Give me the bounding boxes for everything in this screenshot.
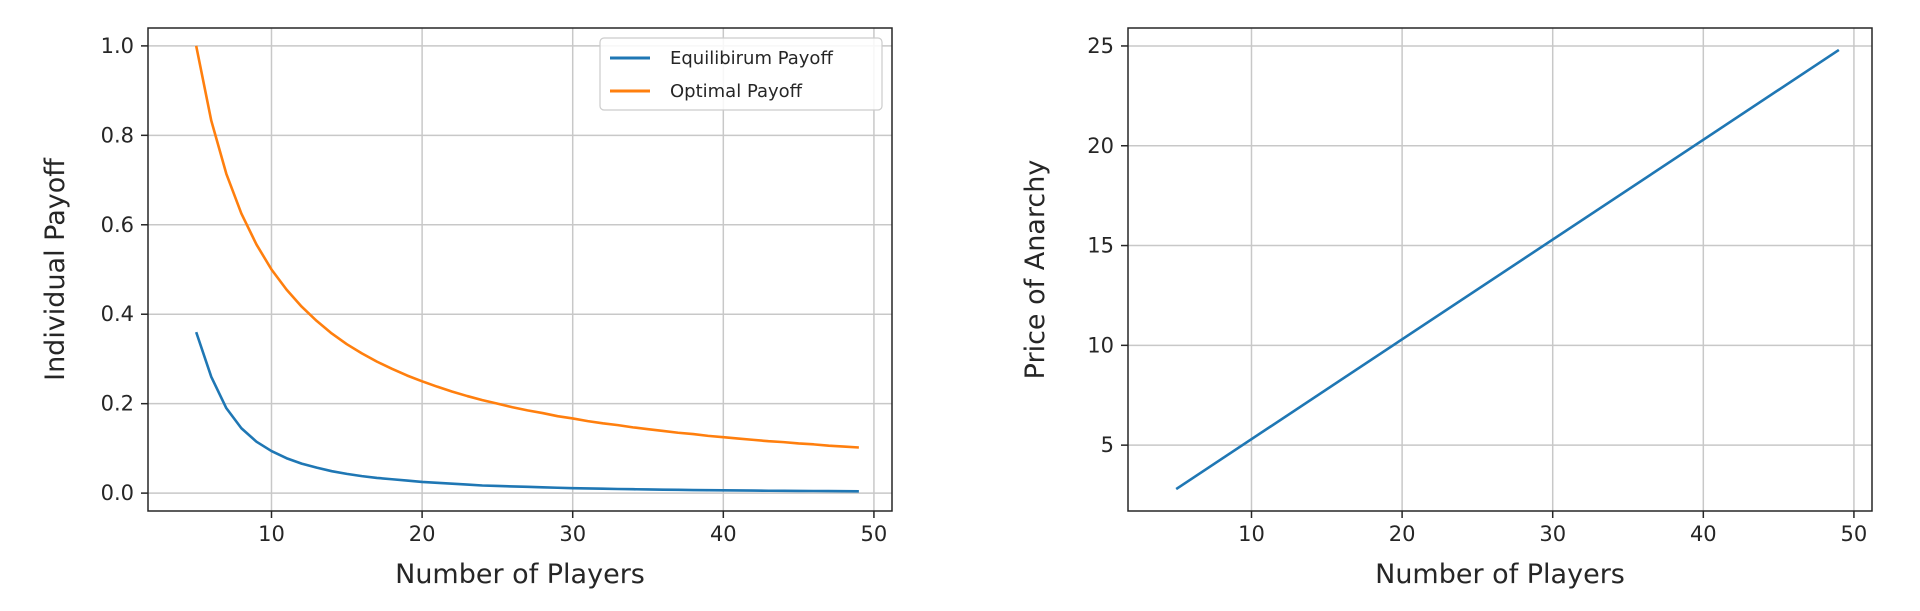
payoff-lines <box>194 45 859 493</box>
poa-lines <box>1175 48 1840 491</box>
x-tick-label: 30 <box>1539 522 1566 546</box>
y-tick-label: 5 <box>1101 433 1114 457</box>
poa-x-axis-label: Number of Players <box>1375 559 1625 590</box>
poa-ticks: 10 20 30 40 50 5 10 15 20 25 <box>1087 34 1867 546</box>
x-tick-label: 40 <box>710 522 737 546</box>
y-tick-label: 0.6 <box>101 213 134 237</box>
payoff-legend: Equilibirum Payoff Optimal Payoff <box>599 37 883 111</box>
legend-label-optimal: Optimal Payoff <box>670 81 803 102</box>
x-tick-label: 50 <box>861 522 888 546</box>
payoff-grid <box>148 28 892 511</box>
poa-plot-frame <box>1127 27 1873 512</box>
poa-series-line-0 <box>1175 48 1840 491</box>
y-tick-label: 10 <box>1087 333 1114 357</box>
legend-label-equilibrium: Equilibirum Payoff <box>670 48 833 69</box>
x-tick-label: 50 <box>1841 522 1868 546</box>
y-tick-label: 20 <box>1087 134 1114 158</box>
y-tick-label: 15 <box>1087 234 1114 258</box>
x-tick-label: 40 <box>1690 522 1717 546</box>
legend-box <box>599 37 883 111</box>
x-tick-label: 20 <box>409 522 436 546</box>
price-of-anarchy-chart: 10 20 30 40 50 5 10 15 20 25 Number of Players Pr… <box>1020 27 1873 590</box>
payoff-x-axis-label: Number of Players <box>395 559 645 590</box>
y-tick-label: 0.8 <box>101 123 134 147</box>
payoff-series-line-1 <box>194 45 859 449</box>
y-tick-label: 0.2 <box>101 392 134 416</box>
x-tick-label: 30 <box>559 522 586 546</box>
poa-y-axis-label: Price of Anarchy <box>1020 160 1051 380</box>
x-tick-label: 10 <box>258 522 285 546</box>
x-tick-label: 20 <box>1389 522 1416 546</box>
payoff-plot-frame <box>147 27 893 512</box>
payoff-ticks: 10 20 30 40 50 0.0 0.2 0.4 0.6 0.8 1.0 <box>101 34 888 546</box>
payoff-chart: 10 20 30 40 50 0.0 0.2 0.4 0.6 0.8 1.0 Number of P… <box>40 27 893 590</box>
y-tick-label: 0.0 <box>101 481 134 505</box>
y-tick-label: 1.0 <box>101 34 134 58</box>
x-tick-label: 10 <box>1238 522 1265 546</box>
y-tick-label: 25 <box>1087 34 1114 58</box>
poa-grid <box>1128 28 1872 511</box>
payoff-y-axis-label: Individual Payoff <box>40 157 71 381</box>
payoff-series-line-0 <box>194 331 859 493</box>
y-tick-label: 0.4 <box>101 302 134 326</box>
